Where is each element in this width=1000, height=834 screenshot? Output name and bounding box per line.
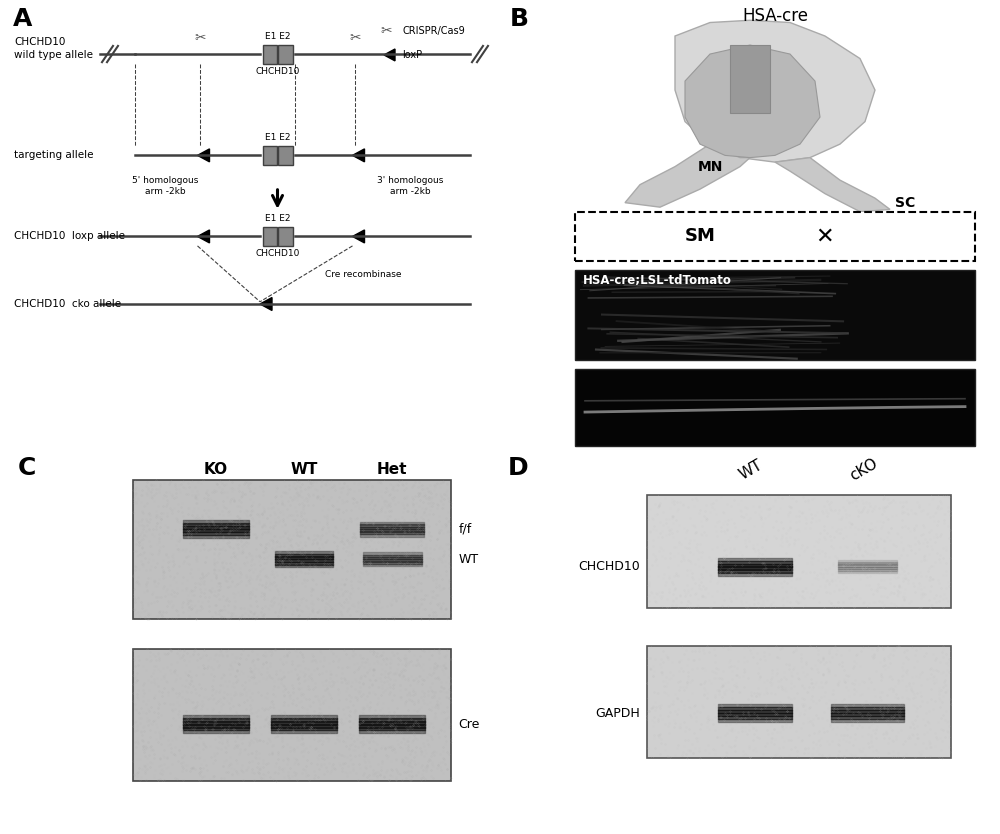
Polygon shape bbox=[198, 230, 210, 243]
Text: loxP: loxP bbox=[402, 50, 423, 60]
FancyBboxPatch shape bbox=[262, 227, 276, 246]
Text: WT: WT bbox=[290, 462, 318, 476]
Polygon shape bbox=[625, 144, 750, 207]
Text: CHCHD10  loxp allele: CHCHD10 loxp allele bbox=[14, 232, 125, 241]
FancyBboxPatch shape bbox=[575, 369, 975, 446]
Text: WT: WT bbox=[737, 458, 765, 483]
FancyBboxPatch shape bbox=[278, 146, 292, 165]
Text: CHCHD10: CHCHD10 bbox=[255, 249, 300, 259]
Text: HSA-cre;LSL-tdTomato: HSA-cre;LSL-tdTomato bbox=[582, 274, 731, 287]
Text: SM: SM bbox=[685, 228, 715, 245]
Text: CHCHD10: CHCHD10 bbox=[255, 67, 300, 76]
Text: C: C bbox=[17, 456, 36, 480]
Polygon shape bbox=[352, 149, 364, 162]
Text: ✕: ✕ bbox=[816, 227, 834, 246]
Text: E1 E2: E1 E2 bbox=[265, 214, 290, 224]
FancyBboxPatch shape bbox=[575, 212, 975, 261]
Text: CRISPR/Cas9: CRISPR/Cas9 bbox=[402, 26, 465, 36]
Text: HSA-cre: HSA-cre bbox=[742, 7, 808, 25]
Text: ✂: ✂ bbox=[194, 32, 206, 45]
Text: B: B bbox=[510, 7, 529, 31]
Text: E1 E2: E1 E2 bbox=[265, 32, 290, 41]
FancyBboxPatch shape bbox=[262, 44, 276, 63]
FancyBboxPatch shape bbox=[132, 649, 451, 781]
Text: SC: SC bbox=[895, 196, 915, 209]
FancyBboxPatch shape bbox=[575, 270, 975, 360]
Text: WT: WT bbox=[458, 553, 478, 565]
Text: GAPDH: GAPDH bbox=[595, 706, 640, 720]
Text: Cre recombinase: Cre recombinase bbox=[325, 270, 402, 279]
Text: A: A bbox=[12, 7, 32, 31]
Polygon shape bbox=[685, 45, 820, 158]
Text: E1 E2: E1 E2 bbox=[265, 133, 290, 143]
Polygon shape bbox=[384, 49, 395, 61]
Text: CHCHD10: CHCHD10 bbox=[578, 560, 640, 573]
Text: Cre: Cre bbox=[458, 718, 480, 731]
Text: KO: KO bbox=[204, 462, 228, 476]
Polygon shape bbox=[675, 20, 875, 162]
Text: CHCHD10  cko allele: CHCHD10 cko allele bbox=[14, 299, 121, 309]
Text: CHCHD10
wild type allele: CHCHD10 wild type allele bbox=[14, 37, 93, 60]
Polygon shape bbox=[198, 149, 210, 162]
Text: ✂: ✂ bbox=[380, 23, 392, 38]
FancyBboxPatch shape bbox=[262, 146, 276, 165]
FancyBboxPatch shape bbox=[278, 44, 292, 63]
Polygon shape bbox=[775, 158, 890, 212]
Text: 3' homologous
arm -2kb: 3' homologous arm -2kb bbox=[377, 176, 443, 196]
FancyBboxPatch shape bbox=[730, 45, 770, 113]
FancyBboxPatch shape bbox=[647, 646, 951, 758]
Text: MN: MN bbox=[697, 159, 723, 173]
Text: f/f: f/f bbox=[458, 523, 472, 535]
Text: Het: Het bbox=[377, 462, 407, 476]
Polygon shape bbox=[352, 230, 364, 243]
Text: 5' homologous
arm -2kb: 5' homologous arm -2kb bbox=[132, 176, 198, 196]
FancyBboxPatch shape bbox=[132, 480, 451, 619]
Polygon shape bbox=[260, 298, 272, 310]
Text: cKO: cKO bbox=[847, 456, 880, 484]
FancyBboxPatch shape bbox=[647, 495, 951, 608]
Text: ✂: ✂ bbox=[349, 32, 361, 45]
Text: targeting allele: targeting allele bbox=[14, 150, 94, 160]
FancyBboxPatch shape bbox=[278, 227, 292, 246]
Text: D: D bbox=[507, 456, 528, 480]
